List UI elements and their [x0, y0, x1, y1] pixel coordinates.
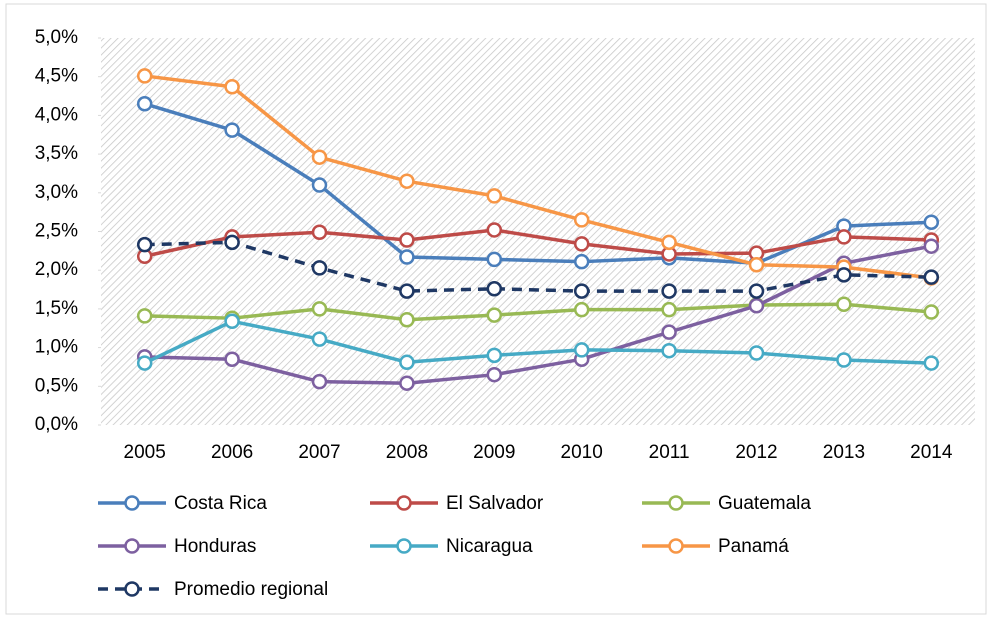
x-tick-label: 2009 — [473, 442, 515, 463]
data-point — [311, 373, 328, 390]
series-line — [143, 319, 932, 365]
data-point — [661, 301, 677, 318]
legend-label: Honduras — [174, 536, 256, 557]
y-tick-label: 2,5% — [35, 221, 78, 242]
data-point — [486, 347, 503, 364]
legend-marker — [668, 495, 684, 511]
data-point — [486, 222, 503, 238]
series-line — [144, 240, 932, 293]
legend-marker — [396, 538, 412, 554]
legend-label: Promedio regional — [174, 579, 328, 600]
legend-label: Nicaragua — [446, 536, 533, 557]
legend-label: Guatemala — [718, 493, 811, 514]
x-tick-label: 2014 — [910, 442, 953, 463]
data-point — [224, 351, 240, 367]
y-tick-label: 3,0% — [35, 182, 78, 203]
data-point — [748, 298, 765, 314]
x-tick-label: 2006 — [211, 442, 253, 463]
y-tick-label: 5,0% — [35, 27, 78, 48]
y-tick-label: 1,5% — [35, 298, 78, 319]
legend-label: Panamá — [718, 536, 789, 557]
data-point — [573, 212, 590, 228]
x-tick-label: 2011 — [649, 442, 690, 463]
data-point — [661, 283, 677, 299]
data-point — [573, 342, 590, 358]
data-point — [136, 68, 153, 84]
y-tick-label: 0,5% — [35, 375, 78, 396]
legend-marker — [124, 581, 140, 597]
legend-label: Costa Rica — [174, 493, 267, 514]
data-point — [136, 308, 153, 324]
data-point — [311, 224, 328, 241]
data-point — [486, 366, 503, 383]
data-point — [399, 375, 415, 391]
data-point — [661, 342, 677, 359]
data-point — [923, 355, 940, 371]
x-tick-label: 2005 — [124, 442, 166, 463]
data-point — [136, 236, 153, 253]
data-point — [224, 122, 240, 138]
x-tick-label: 2012 — [735, 442, 777, 463]
data-point — [748, 283, 765, 299]
data-point — [923, 238, 940, 254]
x-tick-label: 2008 — [386, 442, 428, 463]
data-point — [311, 331, 328, 347]
data-point — [923, 304, 940, 320]
chart-border — [5, 3, 987, 615]
data-point — [399, 311, 415, 328]
data-point — [311, 301, 328, 317]
y-tick-label: 4,5% — [35, 66, 78, 87]
data-point — [486, 307, 503, 323]
data-point — [399, 249, 415, 265]
data-point — [573, 283, 590, 299]
y-tick-label: 4,0% — [35, 104, 78, 125]
x-tick-label: 2007 — [298, 442, 340, 463]
series-line — [144, 302, 932, 322]
data-point — [311, 177, 328, 193]
data-point — [399, 283, 415, 299]
data-point — [923, 214, 940, 230]
data-point — [311, 260, 328, 276]
data-point — [661, 234, 677, 251]
data-point — [486, 251, 503, 268]
data-point — [836, 229, 852, 245]
data-point — [836, 352, 852, 368]
data-point — [224, 234, 240, 251]
data-point — [311, 149, 328, 165]
data-point — [136, 96, 153, 112]
data-point — [399, 173, 415, 189]
x-tick-label: 2013 — [823, 442, 865, 463]
y-tick-label: 2,0% — [35, 259, 78, 280]
legend-marker — [668, 538, 684, 554]
legend-label: El Salvador — [446, 493, 544, 514]
series-line — [144, 244, 932, 385]
data-point — [836, 296, 852, 313]
legend-marker — [124, 538, 140, 554]
x-tick-label: 2010 — [561, 442, 603, 463]
data-point — [399, 354, 415, 371]
data-point — [836, 267, 852, 283]
data-point — [573, 236, 590, 252]
data-point — [399, 232, 415, 248]
legend-marker — [124, 495, 140, 511]
legend-marker — [396, 495, 412, 511]
data-point — [748, 257, 765, 273]
y-tick-label: 1,0% — [35, 337, 78, 358]
data-point — [661, 324, 677, 340]
data-point — [748, 345, 765, 361]
series-line — [144, 228, 932, 258]
data-point — [136, 355, 153, 371]
data-point — [923, 269, 940, 285]
data-point — [224, 313, 240, 330]
data-point — [486, 281, 503, 297]
y-tick-label: 0,0% — [35, 414, 78, 435]
y-tick-label: 3,5% — [35, 143, 78, 164]
data-point — [573, 253, 590, 270]
data-point — [224, 79, 240, 95]
series-line — [144, 74, 932, 280]
data-point — [486, 188, 503, 204]
data-point — [573, 301, 590, 318]
